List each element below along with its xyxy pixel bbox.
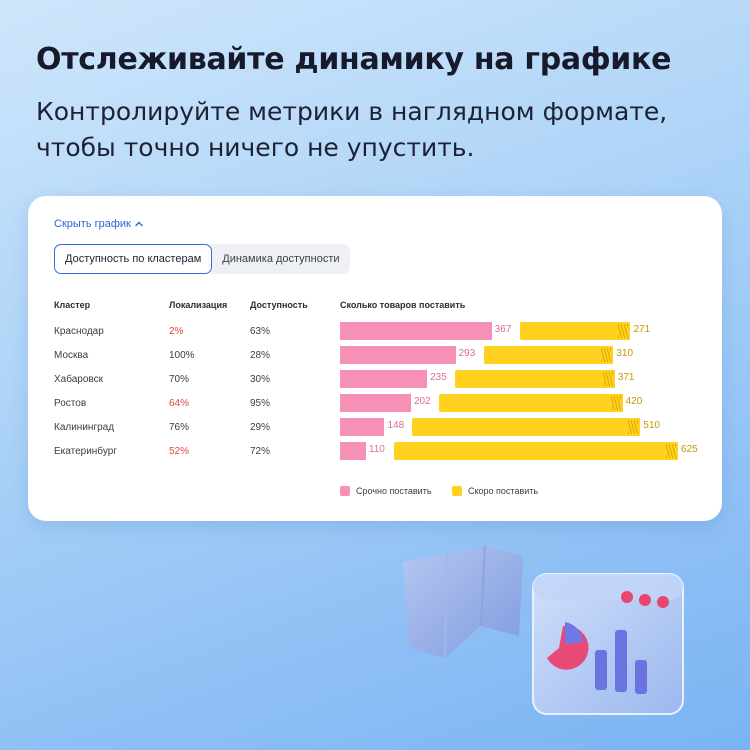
bar-urgent-label: 235: [430, 372, 447, 383]
legend-urgent-label: Срочно поставить: [356, 486, 432, 496]
hide-chart-label: Скрыть график: [54, 218, 131, 230]
tab-availability-by-cluster[interactable]: Доступность по кластерам: [54, 244, 213, 274]
cluster-name: Ростов: [54, 398, 87, 409]
availability-card: Скрыть график Доступность по кластерам Д…: [28, 196, 722, 521]
cluster-name: Краснодар: [54, 326, 104, 337]
bar-soon: [393, 442, 678, 460]
bar-urgent-label: 110: [368, 444, 385, 455]
bar-urgent: [340, 394, 411, 412]
cluster-name: Москва: [54, 350, 89, 361]
bar-soon-label: 371: [617, 372, 635, 383]
bar-soon: [412, 418, 641, 436]
bar-urgent: [340, 370, 428, 388]
supply-bar: 110 625: [340, 442, 700, 460]
column-header-availability: Доступность: [250, 300, 308, 310]
bar-soon-label: 510: [643, 420, 660, 431]
supply-bar: 148 510: [340, 418, 700, 436]
legend-soon: Скоро поставить: [452, 486, 538, 496]
bar-soon: [519, 322, 631, 340]
table-row: Калининград 76% 29% 148 510: [28, 418, 722, 442]
availability-value: 29%: [250, 422, 271, 433]
supply-bar: 367 271: [340, 322, 700, 340]
bar-urgent-label: 293: [458, 348, 476, 359]
legend-soon-swatch: [452, 486, 462, 496]
bar-soon: [483, 346, 614, 364]
bar-soon-label: 271: [633, 324, 651, 335]
table-row: Хабаровск 70% 30% 235 371: [28, 370, 722, 394]
localization-value: 76%: [169, 422, 190, 433]
availability-value: 72%: [250, 446, 271, 457]
legend-soon-label: Скоро поставить: [468, 486, 539, 496]
supply-bar: 202 420: [340, 394, 700, 412]
bar-soon-label: 310: [616, 348, 634, 359]
page-subtitle: Контролируйте метрики в наглядном формат…: [36, 97, 668, 162]
tab-availability-dynamics[interactable]: Динамика доступности: [210, 244, 350, 274]
bar-urgent: [340, 418, 385, 436]
column-header-localization: Локализация: [169, 300, 228, 310]
hide-chart-link[interactable]: Скрыть график: [54, 218, 143, 230]
availability-value: 30%: [250, 374, 271, 385]
bar-soon-label: 625: [681, 444, 698, 455]
localization-value: 52%: [169, 446, 190, 457]
localization-value: 100%: [169, 350, 195, 361]
cluster-name: Екатеринбург: [54, 446, 117, 457]
bar-soon-label: 420: [625, 396, 643, 407]
legend-urgent-swatch: [340, 486, 350, 496]
column-header-cluster: Кластер: [54, 300, 91, 310]
bar-urgent-label: 148: [387, 420, 405, 431]
table-row: Ростов 64% 95% 202 420: [28, 394, 722, 418]
cluster-name: Калининград: [54, 422, 115, 433]
decorative-illustration: [403, 545, 684, 715]
browser-window-chart-icon: [532, 573, 684, 715]
chevron-up-icon: [135, 221, 143, 227]
availability-value: 63%: [250, 326, 271, 337]
bar-soon: [455, 370, 615, 388]
localization-value: 64%: [169, 398, 190, 409]
table-row: Москва 100% 28% 293 310: [28, 346, 722, 370]
view-tabs: Доступность по кластерам Динамика доступ…: [54, 244, 350, 274]
supply-bar: 235 371: [340, 370, 700, 388]
bar-urgent: [340, 442, 366, 460]
cluster-name: Хабаровск: [54, 374, 103, 385]
page-title: Отслеживайте динамику на графике: [36, 42, 672, 77]
folded-map-icon: [403, 545, 523, 659]
supply-bar: 293 310: [340, 346, 700, 364]
availability-value: 28%: [250, 350, 271, 361]
legend-urgent: Срочно поставить: [340, 486, 432, 496]
bar-urgent-label: 202: [413, 396, 431, 407]
column-header-to-supply: Сколько товаров поставить: [340, 300, 466, 310]
bar-urgent: [340, 322, 492, 340]
bar-urgent-label: 367: [494, 324, 512, 335]
localization-value: 2%: [169, 326, 184, 337]
availability-value: 95%: [250, 398, 271, 409]
table-row: Екатеринбург 52% 72% 110 625: [28, 442, 722, 466]
bar-soon: [438, 394, 623, 412]
bar-urgent: [340, 346, 456, 364]
table-row: Краснодар 2% 63% 367 271: [28, 322, 722, 346]
localization-value: 70%: [169, 374, 190, 385]
